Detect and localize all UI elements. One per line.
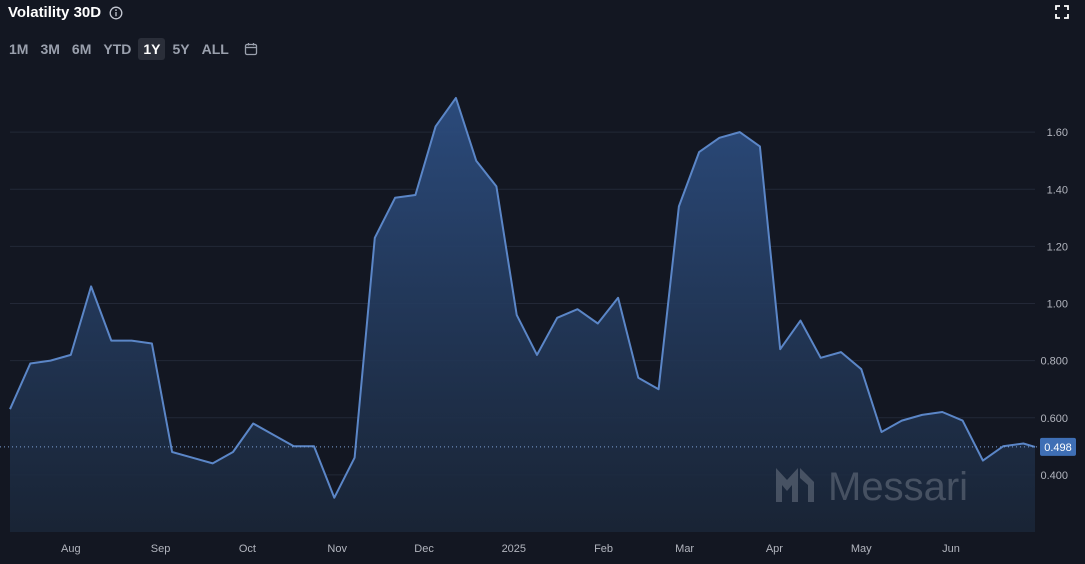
x-tick-label: Feb	[594, 543, 613, 555]
range-1m-button[interactable]: 1M	[9, 41, 29, 57]
data-point	[1034, 446, 1036, 448]
data-point	[212, 462, 214, 464]
y-tick-label: 0.400	[1040, 470, 1068, 482]
data-point	[475, 160, 477, 162]
current-value-badge: 0.498	[1040, 437, 1076, 456]
x-tick-label: 2025	[502, 543, 526, 555]
data-point	[799, 320, 801, 322]
data-point	[70, 354, 72, 356]
data-point	[435, 125, 437, 127]
data-point	[820, 357, 822, 359]
data-point	[171, 451, 173, 453]
data-point	[354, 457, 356, 459]
calendar-icon[interactable]	[244, 42, 258, 56]
x-tick-label: Oct	[239, 543, 256, 555]
chart-title: Volatility 30D	[8, 4, 102, 21]
data-point	[414, 194, 416, 196]
data-point	[131, 340, 133, 342]
data-point	[394, 197, 396, 199]
data-point	[637, 377, 639, 379]
messari-watermark: Messari	[776, 465, 968, 509]
watermark-text: Messari	[828, 465, 968, 509]
y-tick-label: 0.600	[1040, 413, 1068, 425]
data-point	[50, 360, 52, 362]
y-tick-label: 1.00	[1047, 299, 1068, 311]
range-5y-button[interactable]: 5Y	[172, 41, 190, 57]
range-3m-button[interactable]: 3M	[40, 41, 60, 57]
data-point	[293, 445, 295, 447]
expand-icon[interactable]	[1055, 5, 1069, 19]
data-point	[901, 420, 903, 422]
y-tick-label: 1.20	[1047, 241, 1068, 253]
data-point	[232, 451, 234, 453]
data-point	[759, 145, 761, 147]
range-ytd-button[interactable]: YTD	[103, 41, 132, 57]
data-point	[9, 408, 11, 410]
data-point	[252, 422, 254, 424]
data-point	[698, 151, 700, 153]
data-point	[577, 308, 579, 310]
data-point	[658, 388, 660, 390]
y-tick-label: 0.800	[1040, 356, 1068, 368]
y-tick-label: 1.60	[1047, 127, 1068, 139]
x-tick-label: Sep	[151, 543, 171, 555]
x-tick-label: Aug	[61, 543, 81, 555]
data-point	[617, 297, 619, 299]
data-point	[151, 342, 153, 344]
range-all-button[interactable]: ALL	[201, 41, 229, 57]
data-point	[678, 205, 680, 207]
data-point	[110, 340, 112, 342]
data-point	[191, 457, 193, 459]
data-point	[455, 97, 457, 99]
data-point	[860, 368, 862, 370]
data-point	[840, 351, 842, 353]
data-point	[1002, 445, 1004, 447]
series-area	[10, 97, 1035, 533]
data-point	[516, 314, 518, 316]
x-tick-label: Nov	[327, 543, 347, 555]
range-6m-button[interactable]: 6M	[71, 41, 92, 57]
data-point	[718, 137, 720, 139]
x-tick-label: Dec	[414, 543, 434, 555]
data-point	[374, 237, 376, 239]
x-tick-label: Jun	[942, 543, 960, 555]
data-point	[333, 497, 335, 499]
data-point	[495, 185, 497, 187]
info-icon[interactable]	[109, 6, 123, 20]
data-point	[536, 354, 538, 356]
data-point	[881, 431, 883, 433]
data-point	[739, 131, 741, 133]
time-range-selector: 1M 3M 6M YTD 1Y 5Y ALL	[4, 38, 258, 60]
data-point	[982, 460, 984, 462]
data-point	[272, 434, 274, 436]
data-point	[779, 348, 781, 350]
data-point	[556, 317, 558, 319]
data-point	[313, 445, 315, 447]
data-point	[90, 285, 92, 287]
data-point	[597, 322, 599, 324]
x-tick-label: Apr	[766, 543, 783, 555]
x-axis: Aug Sep Oct Nov Dec 2025 Feb Mar Apr May Jun	[61, 543, 960, 555]
x-tick-label: May	[851, 543, 872, 555]
y-axis: 0.400 0.600 0.800 1.00 1.20 1.40 1.60	[1040, 127, 1068, 482]
current-value-label: 0.498	[1044, 442, 1072, 454]
data-point	[941, 411, 943, 413]
data-point	[921, 414, 923, 416]
chart-header: Volatility 30D	[8, 4, 123, 21]
data-point	[962, 420, 964, 422]
data-point	[1022, 442, 1024, 444]
range-1y-button[interactable]: 1Y	[138, 38, 166, 60]
data-point	[29, 362, 31, 364]
y-tick-label: 1.40	[1047, 184, 1068, 196]
series-line	[9, 96, 1036, 499]
x-tick-label: Mar	[675, 543, 694, 555]
